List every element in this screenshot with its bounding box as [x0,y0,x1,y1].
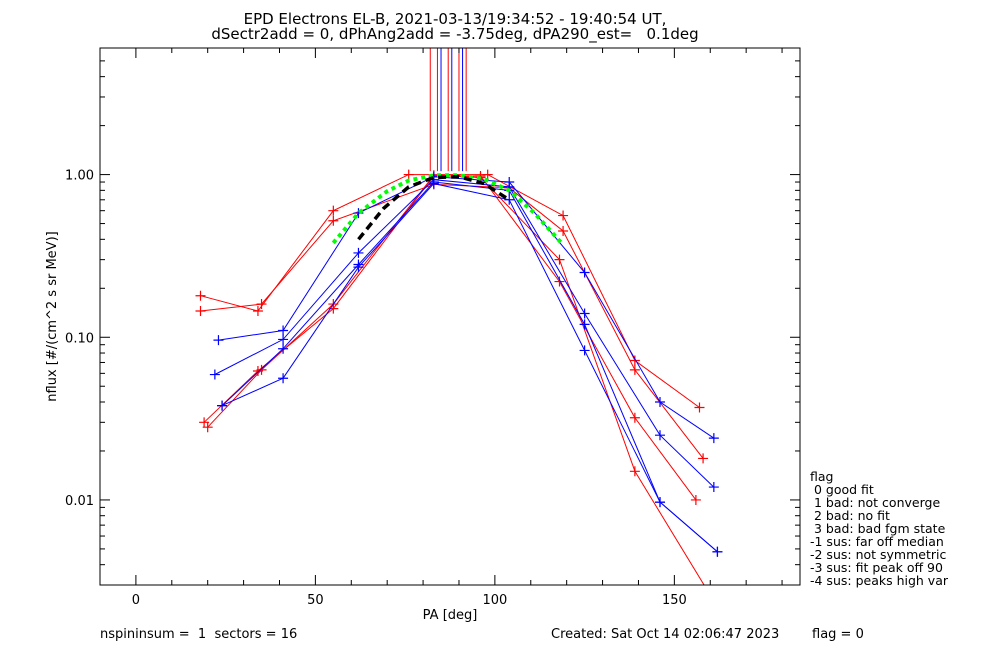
x-tick-label: 150 [662,593,687,608]
data-point-marker [712,602,722,612]
y-axis-label: nflux [#/(cm^2 s sr MeV)] [45,231,60,401]
data-point-marker [629,364,640,375]
data-point-marker [328,215,339,226]
data-point-marker [554,254,565,265]
data-point-marker [712,546,723,557]
data-point-marker [629,355,640,366]
data-point-marker [213,335,224,346]
data-point-marker [579,308,590,319]
data-point-marker [554,276,565,287]
footer-flag-status: flag = 0 [812,627,864,642]
x-tick-label: 100 [482,593,507,608]
plot-data-area [195,48,723,612]
data-point-marker [579,319,590,330]
data-point-marker [217,400,228,411]
data-point-marker [579,345,590,356]
data-point-marker [558,210,569,221]
data-point-marker [353,247,364,258]
data-point-marker [708,433,719,444]
y-tick-label: 0.10 [65,331,94,346]
flag-legend-item: -3 sus: fit peak off 90 [810,560,943,575]
data-point-marker [328,205,339,216]
chart-title-line1: EPD Electrons EL-B, 2021-03-13/19:34:52 … [243,10,667,28]
footer-spin-info: nspininsum = 1 sectors = 16 [100,627,298,642]
y-tick-label: 0.01 [65,494,94,509]
footer-created-timestamp: Created: Sat Oct 14 02:06:47 2023 [551,627,780,642]
series-line-blue [218,176,715,439]
fit-curve-black [357,174,511,241]
data-point-marker [428,178,439,189]
data-point-marker [698,453,709,464]
data-point-marker [252,306,263,317]
data-point-marker [353,262,364,273]
series-line-red [200,183,704,459]
y-tick-label: 1.00 [65,169,94,184]
data-point-marker [278,325,289,336]
flag-legend-item: -2 sus: not symmetric [810,547,947,562]
x-tick-label: 0 [132,593,140,608]
flag-legend-item: -4 sus: peaks high var [810,573,949,588]
data-point-marker [690,494,701,505]
series-line-blue [221,181,718,553]
data-point-marker [256,364,267,375]
data-point-marker [278,334,289,345]
data-point-marker [195,306,206,317]
flag-legend-item: 2 bad: no fit [810,508,890,523]
series-line-blue [221,183,718,553]
data-point-marker [694,402,705,413]
data-point-marker [504,194,515,205]
data-point-marker [655,396,665,407]
x-tick-label: 50 [307,593,324,608]
data-point-marker [629,466,640,477]
data-point-marker [655,497,665,508]
data-point-marker [655,430,665,441]
chart-title-line2: dSectr2add = 0, dPhAng2add = -3.75deg, d… [211,25,699,43]
series-line-blue [214,179,715,488]
x-axis-label: PA [deg] [423,608,478,623]
flag-legend-item: 3 bad: bad fgm state [810,521,946,536]
flag-legend-item: 0 good fit [810,482,874,497]
plot-frame [99,47,801,586]
series-line-red [207,174,705,585]
data-point-marker [482,169,493,180]
flag-legend-title: flag [810,469,834,484]
data-point-marker [278,343,289,354]
data-point-marker [558,226,569,237]
data-point-marker [708,482,719,493]
series-line-red [200,174,700,408]
flag-legend-item: -1 sus: far off median [810,534,944,549]
fit-curve-green [331,173,565,247]
data-point-marker [209,369,220,380]
data-point-marker [195,290,206,301]
data-point-marker [629,412,640,423]
data-point-marker [579,267,590,278]
data-point-marker [256,299,267,310]
flag-legend: flag 0 good fit 1 bad: not converge 2 ba… [810,470,948,587]
data-point-marker [278,373,289,384]
data-point-marker [403,169,414,180]
flag-legend-item: 1 bad: not converge [810,495,941,510]
data-point-marker [202,422,213,433]
